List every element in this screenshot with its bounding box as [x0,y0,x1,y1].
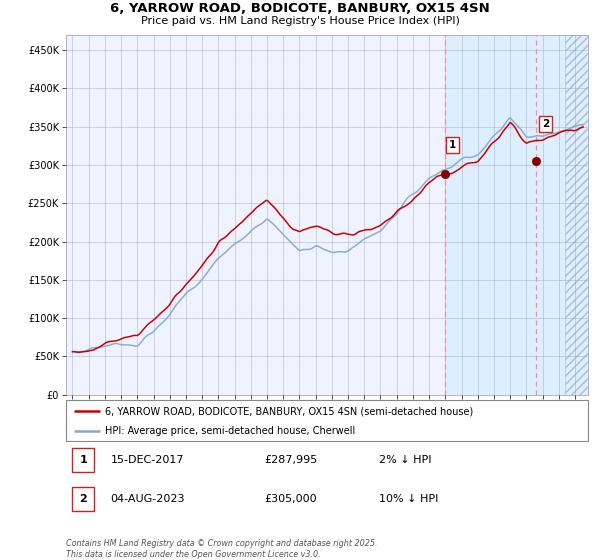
Text: 2% ↓ HPI: 2% ↓ HPI [379,455,432,465]
Bar [72,487,94,511]
Text: Price paid vs. HM Land Registry's House Price Index (HPI): Price paid vs. HM Land Registry's House … [140,16,460,26]
Text: Contains HM Land Registry data © Crown copyright and database right 2025.
This d: Contains HM Land Registry data © Crown c… [66,539,377,559]
Text: 15-DEC-2017: 15-DEC-2017 [110,455,184,465]
Text: 6, YARROW ROAD, BODICOTE, BANBURY, OX15 4SN (semi-detached house): 6, YARROW ROAD, BODICOTE, BANBURY, OX15 … [105,407,473,416]
Bar [565,35,600,395]
Text: 2: 2 [542,119,550,129]
Text: 2: 2 [79,494,87,504]
Text: £287,995: £287,995 [265,455,317,465]
Text: 10% ↓ HPI: 10% ↓ HPI [379,494,439,504]
Text: 1: 1 [449,140,457,150]
Text: HPI: Average price, semi-detached house, Cherwell: HPI: Average price, semi-detached house,… [105,426,355,436]
Text: 1: 1 [79,455,87,465]
Text: 04-AUG-2023: 04-AUG-2023 [110,494,185,504]
Bar [445,35,600,395]
Text: £305,000: £305,000 [265,494,317,504]
Text: 6, YARROW ROAD, BODICOTE, BANBURY, OX15 4SN: 6, YARROW ROAD, BODICOTE, BANBURY, OX15 … [110,2,490,15]
Bar [72,447,94,472]
